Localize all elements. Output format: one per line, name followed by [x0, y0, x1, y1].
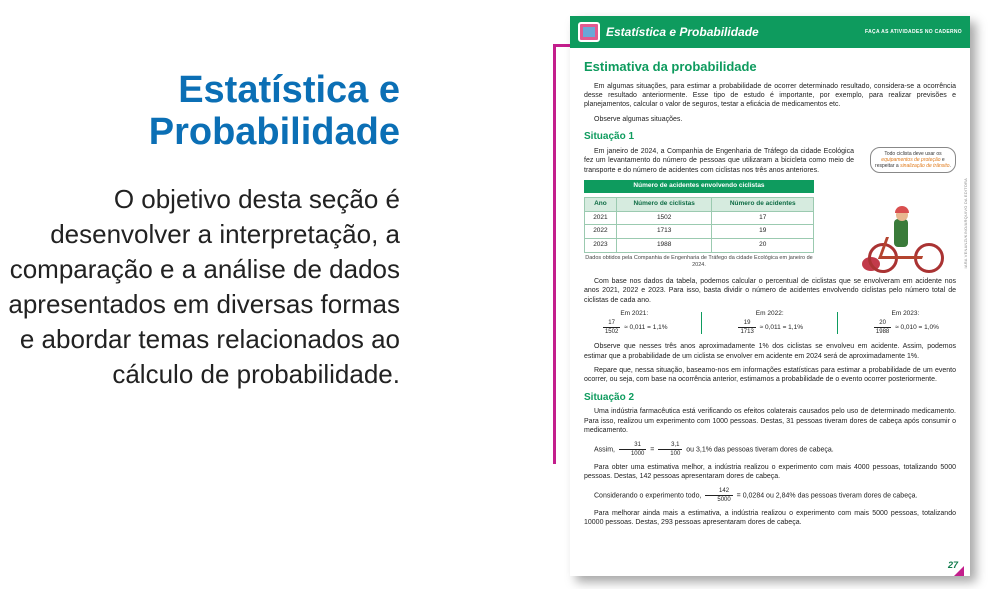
situacao1-wrap: Em janeiro de 2024, a Companhia de Engen…: [584, 147, 956, 277]
calc-divider: [701, 312, 702, 334]
cyclist-drawing: [864, 195, 952, 273]
table-title: Número de acidentes envolvendo ciclistas: [584, 180, 814, 193]
calc-pre: Assim,: [594, 446, 617, 453]
cell: 20: [712, 239, 814, 253]
calc-result: ≈ 0,010 = 1,0%: [895, 324, 939, 331]
intro-para-2: Observe algumas situações.: [584, 115, 956, 124]
cell: 1988: [616, 239, 712, 253]
page-number: 27: [948, 560, 958, 570]
speech-text: .: [950, 163, 951, 169]
frac-den: 1988: [874, 328, 891, 336]
calc-divider: [837, 312, 838, 334]
frac-den: 5000: [705, 496, 732, 504]
calc-label: Em 2023:: [872, 310, 939, 319]
calc-2022: Em 2022: 191713 ≈ 0,011 = 1,1%: [736, 310, 803, 336]
calc-2021: Em 2021: 171502 ≈ 0,011 = 1,1%: [601, 310, 668, 336]
calc-row: Em 2021: 171502 ≈ 0,011 = 1,1% Em 2022: …: [584, 310, 956, 336]
frac-num: 31: [619, 441, 646, 450]
situ2-para1: Uma indústria farmacêutica está verifica…: [584, 407, 956, 435]
cell: 2023: [585, 239, 617, 253]
situ1-para3: Observe que nesses três anos aproximadam…: [584, 342, 956, 361]
accidents-table: Ano Número de ciclistas Número de aciden…: [584, 197, 814, 253]
cell: 2022: [585, 225, 617, 239]
helmet-icon: [895, 206, 909, 213]
frac-num: 19: [738, 319, 755, 328]
calc-label: Em 2022:: [736, 310, 803, 319]
connector-vertical: [553, 44, 556, 464]
table-row: 2023 1988 20: [585, 239, 814, 253]
situ1-para4: Repare que, nessa situação, baseamo-nos …: [584, 366, 956, 385]
table-row: 2022 1713 19: [585, 225, 814, 239]
situ2-para3: Para melhorar ainda mais a estimativa, a…: [584, 509, 956, 528]
left-title: Estatística e Probabilidade: [0, 70, 400, 154]
header-title: Estatística e Probabilidade: [606, 25, 859, 39]
page-body: Estimativa da probabilidade Em algumas s…: [570, 48, 970, 541]
situ1-para1: Em janeiro de 2024, a Companhia de Engen…: [584, 147, 854, 175]
frac-num: 20: [874, 319, 891, 328]
cell: 1713: [616, 225, 712, 239]
cyclist-illustration: Todo ciclista deve usar os equipamentos …: [860, 147, 956, 277]
situacao2-title: Situação 2: [584, 391, 956, 405]
frac-den: 1502: [603, 328, 620, 336]
situ2-para2: Para obter uma estimativa melhor, a indú…: [584, 463, 956, 482]
header-icon: [578, 22, 600, 42]
col-acidentes: Número de acidentes: [712, 197, 814, 211]
left-title-line1: Estatística e: [178, 69, 400, 111]
left-panel: Estatística e Probabilidade O objetivo d…: [0, 70, 420, 392]
image-credit: IARA VENANZI/KINO/ARQUIVO DA EDITORA: [963, 178, 968, 268]
situacao1-text-col: Em janeiro de 2024, a Companhia de Engen…: [584, 147, 854, 277]
section-main-title: Estimativa da probabilidade: [584, 58, 956, 76]
situ2-calc2: Considerando o experimento todo, 1425000…: [584, 487, 956, 504]
intro-para-1: Em algumas situações, para estimar a pro…: [584, 82, 956, 110]
speech-em: sinalização de trânsito: [900, 163, 949, 169]
col-ano: Ano: [585, 197, 617, 211]
situ2-calc1: Assim, 311000 = 3,1100 ou 3,1% das pesso…: [584, 441, 956, 458]
table-row: 2021 1502 17: [585, 211, 814, 225]
left-title-line2: Probabilidade: [149, 111, 400, 153]
situacao1-title: Situação 1: [584, 130, 956, 144]
cell: 1502: [616, 211, 712, 225]
cell: 19: [712, 225, 814, 239]
calc-result: ≈ 0,011 = 1,1%: [760, 324, 803, 331]
frac-den: 1713: [738, 328, 755, 336]
header-right-note: FAÇA AS ATIVIDADES NO CADERNO: [865, 29, 962, 35]
calc-tail: ou 3,1% das pessoas tiveram dores de cab…: [686, 446, 833, 453]
col-ciclistas: Número de ciclistas: [616, 197, 712, 211]
calc-label: Em 2021:: [601, 310, 668, 319]
frac-num: 142: [705, 487, 732, 496]
person-body: [894, 219, 908, 247]
table-source: Dados obtidos pela Companhia de Engenhar…: [584, 255, 814, 270]
cell: 17: [712, 211, 814, 225]
speech-bubble: Todo ciclista deve usar os equipamentos …: [870, 147, 956, 173]
page-header-bar: Estatística e Probabilidade FAÇA AS ATIV…: [570, 16, 970, 48]
calc-result: ≈ 0,011 = 1,1%: [624, 324, 667, 331]
frac-den: 100: [658, 450, 682, 458]
calc-pre: Considerando o experimento todo,: [594, 492, 703, 499]
situ1-para2: Com base nos dados da tabela, podemos ca…: [584, 277, 956, 305]
textbook-page: Estatística e Probabilidade FAÇA AS ATIV…: [570, 16, 970, 576]
calc-tail: = 0,0284 ou 2,84% das pessoas tiveram do…: [737, 492, 918, 499]
frac-num: 3,1: [658, 441, 682, 450]
frac-den: 1000: [619, 450, 646, 458]
cell: 2021: [585, 211, 617, 225]
calc-2023: Em 2023: 201988 ≈ 0,010 = 1,0%: [872, 310, 939, 336]
frac-num: 17: [603, 319, 620, 328]
left-body: O objetivo desta seção é desenvolver a i…: [0, 182, 400, 393]
